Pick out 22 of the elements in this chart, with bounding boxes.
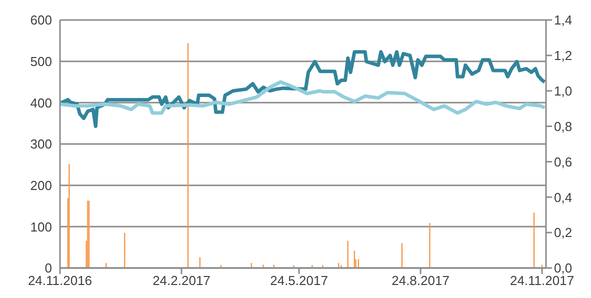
y2-tick-label: 0,6 [554,154,572,170]
y2-tick-label: 1,0 [554,83,572,98]
y2-tick-label: 0,0 [554,260,572,276]
y2-tick-label: 1,2 [554,48,572,64]
x-tick-label: 24.11.2017 [510,273,574,288]
y2-tick-label: 0,8 [554,118,572,134]
y2-tick-label: 0,2 [554,225,572,240]
y-tick-label: 400 [30,95,52,110]
line-series [60,50,546,128]
y-tick-label: 0 [44,260,52,276]
x-tick-label: 24.5.2017 [270,273,328,288]
line-series [60,80,546,115]
y2-tick-label: 1,4 [554,12,572,28]
y2-tick-label: 0,4 [554,190,572,205]
y-tick-label: 300 [30,136,52,152]
y-tick-label: 500 [30,54,52,69]
x-tick-label: 24.8.2017 [392,273,450,288]
y-tick-label: 200 [30,178,52,193]
x-tick-label: 24.11.2016 [28,273,92,288]
x-tick-label: 24.2.2017 [152,273,210,288]
y-tick-label: 100 [30,219,52,234]
y-tick-label: 600 [30,12,52,28]
